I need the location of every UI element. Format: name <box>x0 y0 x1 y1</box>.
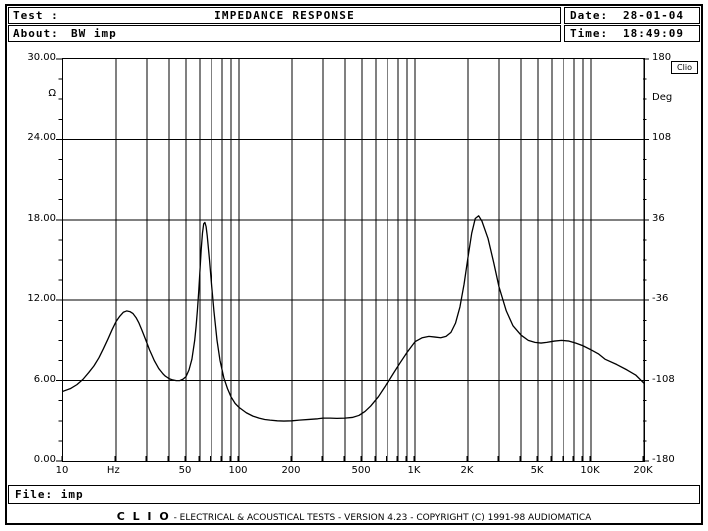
y-tick-label-left: 12.00 <box>27 293 56 305</box>
x-tick-label: 200 <box>281 465 301 476</box>
y-tick-label-left: 18.00 <box>27 212 56 224</box>
y-tick-label-right: -180 <box>652 454 675 465</box>
x-axis-unit: Hz <box>106 465 120 476</box>
y-tick-label-right: 108 <box>652 132 672 144</box>
time-label: Time: <box>570 27 609 40</box>
y-axis-unit-left: Ω <box>48 88 56 100</box>
test-label: Test : <box>13 9 59 22</box>
clio-badge: Clio <box>671 61 698 74</box>
axis-minor-ticks <box>56 58 649 462</box>
y-tick-label-right: -108 <box>652 373 675 385</box>
y-tick-label-left: 30.00 <box>27 52 56 63</box>
chart-area: Clio 0.00 6.00 12.00 18.00 24.00 30.00 -180 -10… <box>8 46 700 476</box>
x-tick-label: 5K <box>530 465 544 476</box>
page-title: IMPEDANCE RESPONSE <box>214 9 355 22</box>
y-axis-unit-right: Deg <box>652 92 673 104</box>
x-tick-label: 100 <box>228 465 248 476</box>
y-tick-label-right: -36 <box>652 293 669 305</box>
about-label: About: <box>13 27 59 40</box>
footer-brand: C L I O <box>116 510 171 523</box>
footer: C L I O - ELECTRICAL & ACOUSTICAL TESTS … <box>5 508 703 525</box>
header-test-bar: Test : IMPEDANCE RESPONSE <box>8 7 561 24</box>
x-tick-label: 10 <box>55 465 69 476</box>
file-bar[interactable]: File: imp <box>8 485 700 504</box>
plot-box: Clio <box>62 58 698 462</box>
header-time-bar: Time: 18:49:09 <box>564 25 700 42</box>
date-label: Date: <box>570 9 609 22</box>
x-tick-label: 20K <box>633 465 653 476</box>
date-value: 28-01-04 <box>623 9 684 22</box>
chart-canvas <box>63 59 644 461</box>
x-tick-label: 50 <box>178 465 192 476</box>
y-tick-label-left: 6.00 <box>33 373 56 385</box>
time-value: 18:49:09 <box>623 27 684 40</box>
y-tick-label-left: 24.00 <box>27 132 56 144</box>
y-tick-label-right: 36 <box>652 212 665 224</box>
y-tick-label-left: 0.00 <box>33 454 56 465</box>
about-value: BW imp <box>71 27 117 40</box>
x-tick-label: 10K <box>580 465 600 476</box>
y-tick-label-right: 180 <box>652 52 672 63</box>
x-tick-label: 500 <box>351 465 371 476</box>
file-label: File: imp <box>15 488 84 501</box>
footer-text: - ELECTRICAL & ACOUSTICAL TESTS - VERSIO… <box>173 513 592 523</box>
header: Test : IMPEDANCE RESPONSE Date: 28-01-04… <box>8 7 700 43</box>
x-tick-label: 2K <box>460 465 474 476</box>
header-about-bar: About: BW imp <box>8 25 561 42</box>
x-tick-label: 1K <box>407 465 421 476</box>
header-date-bar: Date: 28-01-04 <box>564 7 700 24</box>
